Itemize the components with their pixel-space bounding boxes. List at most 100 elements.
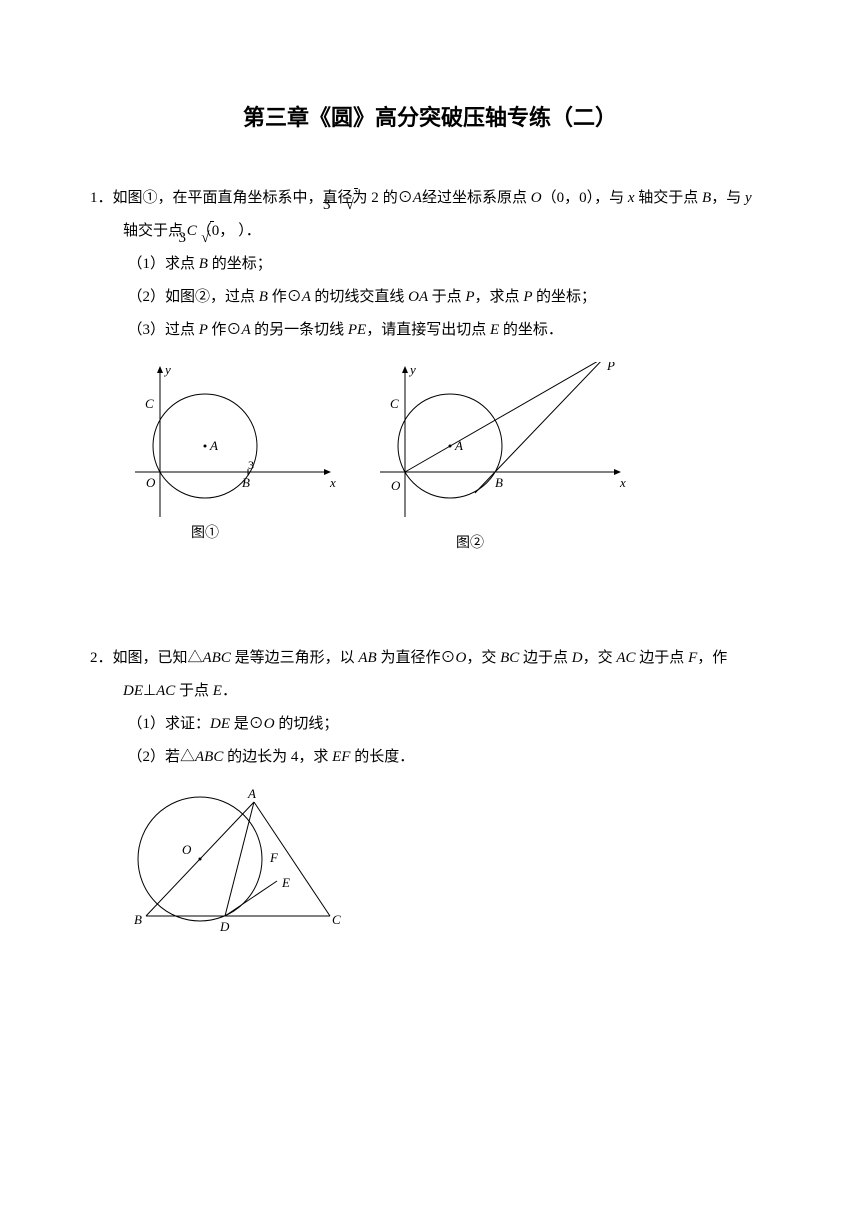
text: 是等边三角形，以 <box>235 650 359 666</box>
var-C: C <box>187 223 197 239</box>
text: 经过坐标系原点 <box>422 190 531 206</box>
problem-1-sub-1: （1）求点 B 的坐标； <box>90 248 770 281</box>
text: （2）如图②，过点 <box>128 289 259 305</box>
svg-text:A: A <box>247 786 256 801</box>
text: 于点 <box>179 683 213 699</box>
svg-text:图②: 图② <box>456 535 484 551</box>
problem-1: 1．如图①，在平面直角坐标系中，直径为 2√3的⊙A经过坐标系原点 O（0，0）… <box>90 182 770 562</box>
text: 是⊙ <box>234 716 264 732</box>
svg-text:A: A <box>209 438 218 453</box>
text: 的坐标． <box>503 322 563 338</box>
svg-text:y: y <box>408 362 416 377</box>
text: ． <box>222 683 237 699</box>
figure-2: A B C D E F O <box>90 784 770 949</box>
text: ，交 <box>583 650 617 666</box>
problem-2-sub-2: （2）若△ABC 的边长为 4，求 EF 的长度． <box>90 741 770 774</box>
problem-1-sub-3: （3）过点 P 作⊙A 的另一条切线 PE，请直接写出切点 E 的坐标． <box>90 314 770 347</box>
text: 边于点 <box>523 650 572 666</box>
var-B: B <box>259 289 272 305</box>
sqrt-expr: √3 <box>234 221 238 242</box>
problem-2-sub-1: （1）求证：DE 是⊙O 的切线； <box>90 708 770 741</box>
text: 1．如图①，在平面直角坐标系中，直径为 2 <box>90 190 379 206</box>
text: （1）求证： <box>128 716 211 732</box>
var-PE: PE <box>348 322 366 338</box>
var-B: B <box>199 256 212 272</box>
var-x: x <box>628 190 638 206</box>
svg-text:C: C <box>145 396 154 411</box>
text: 的长度． <box>354 749 414 765</box>
var-EF: EF <box>332 749 354 765</box>
text: 的边长为 4，求 <box>227 749 332 765</box>
var-E: E <box>490 322 503 338</box>
text: 的切线交直线 <box>314 289 408 305</box>
text: 2．如图，已知△ <box>90 650 203 666</box>
svg-text:F: F <box>269 850 279 865</box>
text: ，交 <box>466 650 500 666</box>
var-DE: DE <box>210 716 234 732</box>
svg-text:B: B <box>134 912 142 927</box>
problem-1-sub-2: （2）如图②，过点 B 作⊙A 的切线交直线 OA 于点 P，求点 P 的坐标； <box>90 281 770 314</box>
text: 于点 <box>432 289 466 305</box>
var-AB: AB <box>358 650 380 666</box>
svg-text:P: P <box>606 362 615 373</box>
var-D: D <box>572 650 583 666</box>
var-OA: OA <box>408 289 431 305</box>
text: ）． <box>238 223 261 239</box>
var-O: O <box>264 716 279 732</box>
svg-text:C: C <box>332 912 341 927</box>
text: 的另一条切线 <box>254 322 348 338</box>
text: 的切线； <box>278 716 338 732</box>
text: 的⊙ <box>383 190 413 206</box>
var-F: F <box>688 650 697 666</box>
figures-row-1: y x C A O B 3 图① <box>90 362 770 562</box>
var-A: A <box>302 289 315 305</box>
text: ，请直接写出切点 <box>366 322 490 338</box>
svg-text:D: D <box>219 919 230 934</box>
problem-1-intro: 1．如图①，在平面直角坐标系中，直径为 2√3的⊙A经过坐标系原点 O（0，0）… <box>90 182 770 248</box>
svg-text:3: 3 <box>248 458 254 472</box>
svg-text:A: A <box>454 438 463 453</box>
svg-text:y: y <box>163 362 171 377</box>
var-ABC: ABC <box>203 650 235 666</box>
diagram-1b: y x C A O B P 图② <box>375 362 655 557</box>
text: 边于点 <box>639 650 688 666</box>
svg-text:x: x <box>619 475 626 490</box>
problem-2: 2．如图，已知△ABC 是等边三角形，以 AB 为直径作⊙O，交 BC 边于点 … <box>90 642 770 949</box>
text: （0，0），与 <box>542 190 628 206</box>
svg-text:B: B <box>242 475 250 490</box>
var-E: E <box>213 683 222 699</box>
svg-text:O: O <box>391 478 401 493</box>
text: （1）求点 <box>128 256 199 272</box>
text: 轴交于点 <box>123 223 187 239</box>
var-P: P <box>199 322 212 338</box>
svg-text:E: E <box>281 875 290 890</box>
text: 轴交于点 <box>638 190 698 206</box>
var-BC: BC <box>500 650 523 666</box>
diagram-1a: y x C A O B 3 图① <box>130 362 345 547</box>
svg-text:x: x <box>329 475 336 490</box>
var-ABC: ABC <box>195 749 227 765</box>
text: ⊥ <box>143 683 156 699</box>
var-O: O <box>531 190 542 206</box>
var-P: P <box>523 289 536 305</box>
figure-1b: y x C A O B P 图② <box>375 362 655 562</box>
problem-2-intro: 2．如图，已知△ABC 是等边三角形，以 AB 为直径作⊙O，交 BC 边于点 … <box>90 642 770 708</box>
page-title: 第三章《圆》高分突破压轴专练（二） <box>90 100 770 132</box>
var-B: B <box>698 190 711 206</box>
figure-1a: y x C A O B 3 图① <box>130 362 345 562</box>
diagram-2: A B C D E F O <box>130 784 360 944</box>
sqrt-expr: √3 <box>379 188 383 209</box>
var-A: A <box>241 322 254 338</box>
svg-text:O: O <box>182 842 192 857</box>
text: ，求点 <box>475 289 524 305</box>
var-DE: DE <box>123 683 143 699</box>
var-A: A <box>413 190 422 206</box>
text: 作⊙ <box>272 289 302 305</box>
var-AC: AC <box>616 650 639 666</box>
text: （2）若△ <box>128 749 196 765</box>
var-AC: AC <box>156 683 179 699</box>
svg-text:B: B <box>495 475 503 490</box>
var-P: P <box>465 289 474 305</box>
text: ，作 <box>697 650 727 666</box>
text: 为直径作⊙ <box>380 650 455 666</box>
